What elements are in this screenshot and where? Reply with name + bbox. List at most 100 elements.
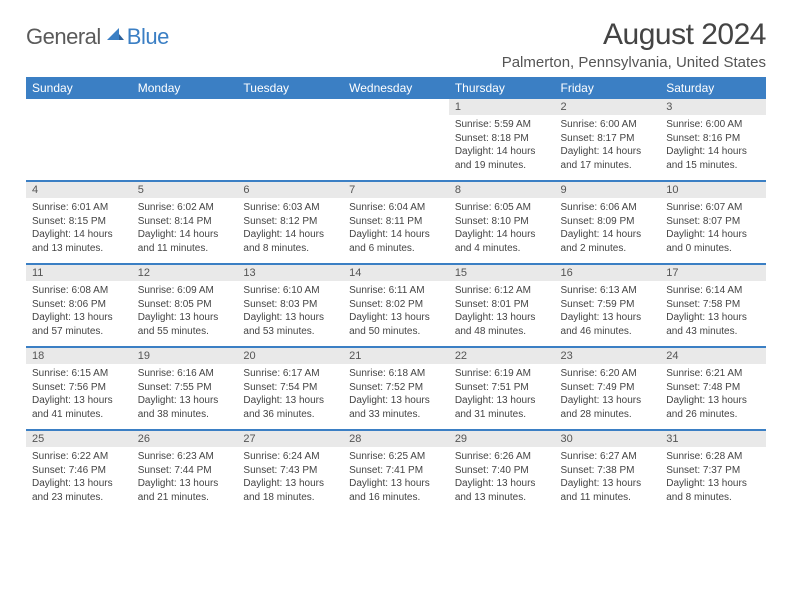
daylight-line: Daylight: 14 hours and 17 minutes. <box>561 145 655 172</box>
sunset-line: Sunset: 7:51 PM <box>455 381 549 395</box>
blank-detail <box>132 115 238 181</box>
day-3-details: Sunrise: 6:00 AMSunset: 8:16 PMDaylight:… <box>660 115 766 181</box>
weekday-wednesday: Wednesday <box>343 77 449 99</box>
day-14-details: Sunrise: 6:11 AMSunset: 8:02 PMDaylight:… <box>343 281 449 347</box>
day-22-number: 22 <box>449 347 555 364</box>
day-14-number: 14 <box>343 264 449 281</box>
day-3-number: 3 <box>660 99 766 115</box>
daylight-line: Daylight: 13 hours and 31 minutes. <box>455 394 549 421</box>
daylight-line: Daylight: 13 hours and 38 minutes. <box>138 394 232 421</box>
daylight-line: Daylight: 13 hours and 21 minutes. <box>138 477 232 504</box>
blank-detail <box>237 115 343 181</box>
sunrise-line: Sunrise: 6:00 AM <box>561 118 655 132</box>
sunrise-line: Sunrise: 6:02 AM <box>138 201 232 215</box>
sunset-line: Sunset: 7:37 PM <box>666 464 760 478</box>
sunset-line: Sunset: 8:07 PM <box>666 215 760 229</box>
day-4-details: Sunrise: 6:01 AMSunset: 8:15 PMDaylight:… <box>26 198 132 264</box>
daylight-line: Daylight: 14 hours and 13 minutes. <box>32 228 126 255</box>
sunrise-line: Sunrise: 6:09 AM <box>138 284 232 298</box>
day-23-number: 23 <box>555 347 661 364</box>
daylight-line: Daylight: 13 hours and 18 minutes. <box>243 477 337 504</box>
sunset-line: Sunset: 8:15 PM <box>32 215 126 229</box>
day-18-number: 18 <box>26 347 132 364</box>
sunrise-line: Sunrise: 6:01 AM <box>32 201 126 215</box>
sunrise-line: Sunrise: 6:15 AM <box>32 367 126 381</box>
sunset-line: Sunset: 8:12 PM <box>243 215 337 229</box>
day-21-number: 21 <box>343 347 449 364</box>
sunset-line: Sunset: 7:56 PM <box>32 381 126 395</box>
week-3-daynum-row: 18192021222324 <box>26 347 766 364</box>
sunrise-line: Sunrise: 6:06 AM <box>561 201 655 215</box>
daylight-line: Daylight: 13 hours and 53 minutes. <box>243 311 337 338</box>
sunrise-line: Sunrise: 6:11 AM <box>349 284 443 298</box>
daylight-line: Daylight: 14 hours and 19 minutes. <box>455 145 549 172</box>
daylight-line: Daylight: 13 hours and 55 minutes. <box>138 311 232 338</box>
sunset-line: Sunset: 7:59 PM <box>561 298 655 312</box>
daylight-line: Daylight: 13 hours and 13 minutes. <box>455 477 549 504</box>
sunset-line: Sunset: 8:09 PM <box>561 215 655 229</box>
day-16-details: Sunrise: 6:13 AMSunset: 7:59 PMDaylight:… <box>555 281 661 347</box>
blank-detail <box>343 115 449 181</box>
sunset-line: Sunset: 7:41 PM <box>349 464 443 478</box>
day-15-details: Sunrise: 6:12 AMSunset: 8:01 PMDaylight:… <box>449 281 555 347</box>
sunset-line: Sunset: 7:46 PM <box>32 464 126 478</box>
day-30-details: Sunrise: 6:27 AMSunset: 7:38 PMDaylight:… <box>555 447 661 513</box>
sunset-line: Sunset: 7:52 PM <box>349 381 443 395</box>
day-5-number: 5 <box>132 181 238 198</box>
day-2-number: 2 <box>555 99 661 115</box>
sunset-line: Sunset: 8:06 PM <box>32 298 126 312</box>
day-22-details: Sunrise: 6:19 AMSunset: 7:51 PMDaylight:… <box>449 364 555 430</box>
day-11-number: 11 <box>26 264 132 281</box>
day-4-number: 4 <box>26 181 132 198</box>
month-title: August 2024 <box>502 18 766 52</box>
calendar-weekday-header: SundayMondayTuesdayWednesdayThursdayFrid… <box>26 77 766 99</box>
day-28-number: 28 <box>343 430 449 447</box>
daylight-line: Daylight: 13 hours and 26 minutes. <box>666 394 760 421</box>
day-1-details: Sunrise: 5:59 AMSunset: 8:18 PMDaylight:… <box>449 115 555 181</box>
sunrise-line: Sunrise: 6:20 AM <box>561 367 655 381</box>
daylight-line: Daylight: 14 hours and 2 minutes. <box>561 228 655 255</box>
weekday-friday: Friday <box>555 77 661 99</box>
sunset-line: Sunset: 8:10 PM <box>455 215 549 229</box>
day-21-details: Sunrise: 6:18 AMSunset: 7:52 PMDaylight:… <box>343 364 449 430</box>
sunrise-line: Sunrise: 6:13 AM <box>561 284 655 298</box>
day-6-number: 6 <box>237 181 343 198</box>
day-28-details: Sunrise: 6:25 AMSunset: 7:41 PMDaylight:… <box>343 447 449 513</box>
sunset-line: Sunset: 7:38 PM <box>561 464 655 478</box>
sunrise-line: Sunrise: 6:12 AM <box>455 284 549 298</box>
day-17-details: Sunrise: 6:14 AMSunset: 7:58 PMDaylight:… <box>660 281 766 347</box>
day-7-number: 7 <box>343 181 449 198</box>
week-1-detail-row: Sunrise: 6:01 AMSunset: 8:15 PMDaylight:… <box>26 198 766 264</box>
day-13-details: Sunrise: 6:10 AMSunset: 8:03 PMDaylight:… <box>237 281 343 347</box>
daylight-line: Daylight: 14 hours and 0 minutes. <box>666 228 760 255</box>
sunset-line: Sunset: 8:01 PM <box>455 298 549 312</box>
daylight-line: Daylight: 13 hours and 28 minutes. <box>561 394 655 421</box>
sunrise-line: Sunrise: 6:05 AM <box>455 201 549 215</box>
sunrise-line: Sunrise: 6:25 AM <box>349 450 443 464</box>
daylight-line: Daylight: 13 hours and 36 minutes. <box>243 394 337 421</box>
daylight-line: Daylight: 13 hours and 33 minutes. <box>349 394 443 421</box>
day-10-number: 10 <box>660 181 766 198</box>
title-block: August 2024 Palmerton, Pennsylvania, Uni… <box>502 18 766 71</box>
day-1-number: 1 <box>449 99 555 115</box>
day-6-details: Sunrise: 6:03 AMSunset: 8:12 PMDaylight:… <box>237 198 343 264</box>
day-19-details: Sunrise: 6:16 AMSunset: 7:55 PMDaylight:… <box>132 364 238 430</box>
sunrise-line: Sunrise: 6:16 AM <box>138 367 232 381</box>
week-3-detail-row: Sunrise: 6:15 AMSunset: 7:56 PM Daylight:… <box>26 364 766 430</box>
day-17-number: 17 <box>660 264 766 281</box>
day-30-number: 30 <box>555 430 661 447</box>
week-2-daynum-row: 11121314151617 <box>26 264 766 281</box>
blank-daynum <box>343 99 449 115</box>
daylight-line: Daylight: 13 hours and 23 minutes. <box>32 477 126 504</box>
day-27-details: Sunrise: 6:24 AMSunset: 7:43 PMDaylight:… <box>237 447 343 513</box>
sunset-line: Sunset: 7:44 PM <box>138 464 232 478</box>
daylight-line: Daylight: 13 hours and 16 minutes. <box>349 477 443 504</box>
day-26-details: Sunrise: 6:23 AMSunset: 7:44 PMDaylight:… <box>132 447 238 513</box>
week-4-daynum-row: 25262728293031 <box>26 430 766 447</box>
sunrise-line: Sunrise: 6:14 AM <box>666 284 760 298</box>
weekday-sunday: Sunday <box>26 77 132 99</box>
day-26-number: 26 <box>132 430 238 447</box>
sunrise-line: Sunrise: 6:27 AM <box>561 450 655 464</box>
day-8-number: 8 <box>449 181 555 198</box>
sunrise-line: Sunrise: 6:18 AM <box>349 367 443 381</box>
